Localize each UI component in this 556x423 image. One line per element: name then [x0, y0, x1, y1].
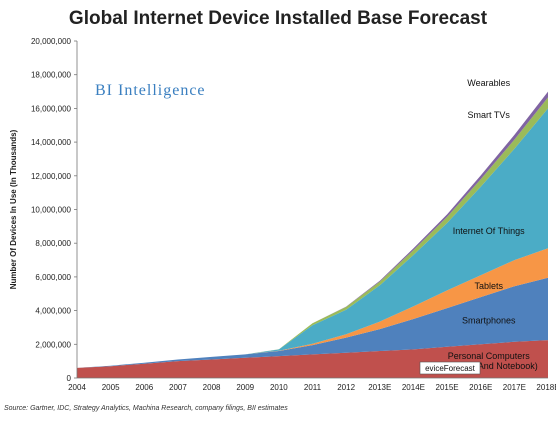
- series-label: Tablets: [474, 281, 503, 291]
- x-tick-label: 2005: [102, 383, 120, 392]
- series-label: (Desktop And Notebook): [440, 361, 538, 371]
- y-tick-label: 4,000,000: [35, 307, 71, 316]
- x-tick-label: 2004: [68, 383, 86, 392]
- y-tick-label: 12,000,000: [31, 172, 72, 181]
- y-tick-label: 0: [67, 374, 72, 383]
- area-tablets: [77, 248, 548, 368]
- y-tick-label: 6,000,000: [35, 273, 71, 282]
- series-label: Wearables: [467, 78, 510, 88]
- series-label: Internet Of Things: [453, 226, 525, 236]
- y-tick-label: 8,000,000: [35, 239, 71, 248]
- x-tick-label: 2009: [236, 383, 254, 392]
- x-tick-label: 2008: [203, 383, 221, 392]
- y-tick-label: 16,000,000: [31, 104, 72, 113]
- series-label: Personal Computers: [448, 351, 531, 361]
- x-tick-label: 2010: [270, 383, 288, 392]
- y-tick-label: 10,000,000: [31, 206, 72, 215]
- area-internet-of-things: [77, 108, 548, 368]
- x-tick-label: 2014E: [402, 383, 425, 392]
- x-tick-label: 2013E: [368, 383, 391, 392]
- x-tick-label: 2006: [135, 383, 153, 392]
- series-label: Smartphones: [462, 316, 516, 326]
- x-tick-label: 2016E: [469, 383, 492, 392]
- series-label: Smart TVs: [468, 110, 511, 120]
- y-axis-label: Number Of Devices In Use (In Thousands): [9, 129, 18, 289]
- y-tick-label: 2,000,000: [35, 340, 71, 349]
- area-smartphones: [77, 277, 548, 368]
- x-tick-label: 2007: [169, 383, 187, 392]
- x-tick-label: 2015E: [436, 383, 459, 392]
- x-tick-label: 2018E: [536, 383, 556, 392]
- tooltip-text: eviceForecast: [425, 364, 476, 373]
- brand-logo-text: BI Intelligence: [95, 82, 206, 99]
- tooltip-box: [419, 361, 481, 375]
- source-note: Source: Gartner, IDC, Strategy Analytics…: [4, 405, 288, 412]
- y-tick-label: 18,000,000: [31, 71, 72, 80]
- chart-title: Global Internet Device Installed Base Fo…: [68, 8, 488, 29]
- x-tick-label: 2017E: [503, 383, 526, 392]
- x-tick-label: 2012: [337, 383, 355, 392]
- y-tick-label: 20,000,000: [31, 37, 72, 46]
- y-tick-label: 14,000,000: [31, 138, 72, 147]
- x-tick-label: 2011: [304, 383, 322, 392]
